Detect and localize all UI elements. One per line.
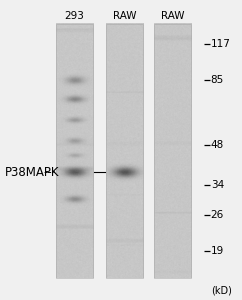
Text: --: -- xyxy=(43,166,52,178)
Text: 293: 293 xyxy=(64,11,84,21)
Text: 85: 85 xyxy=(211,76,224,85)
Text: P38MAPK: P38MAPK xyxy=(5,166,60,178)
Text: RAW: RAW xyxy=(113,11,136,21)
Text: (kD): (kD) xyxy=(211,285,232,295)
Text: RAW: RAW xyxy=(161,11,184,21)
Text: 26: 26 xyxy=(211,210,224,220)
Text: 48: 48 xyxy=(211,140,224,151)
Text: 117: 117 xyxy=(211,39,231,49)
Bar xyxy=(56,24,93,278)
Text: 19: 19 xyxy=(211,246,224,256)
Bar xyxy=(154,24,191,278)
Bar xyxy=(106,24,143,278)
Text: 34: 34 xyxy=(211,180,224,190)
